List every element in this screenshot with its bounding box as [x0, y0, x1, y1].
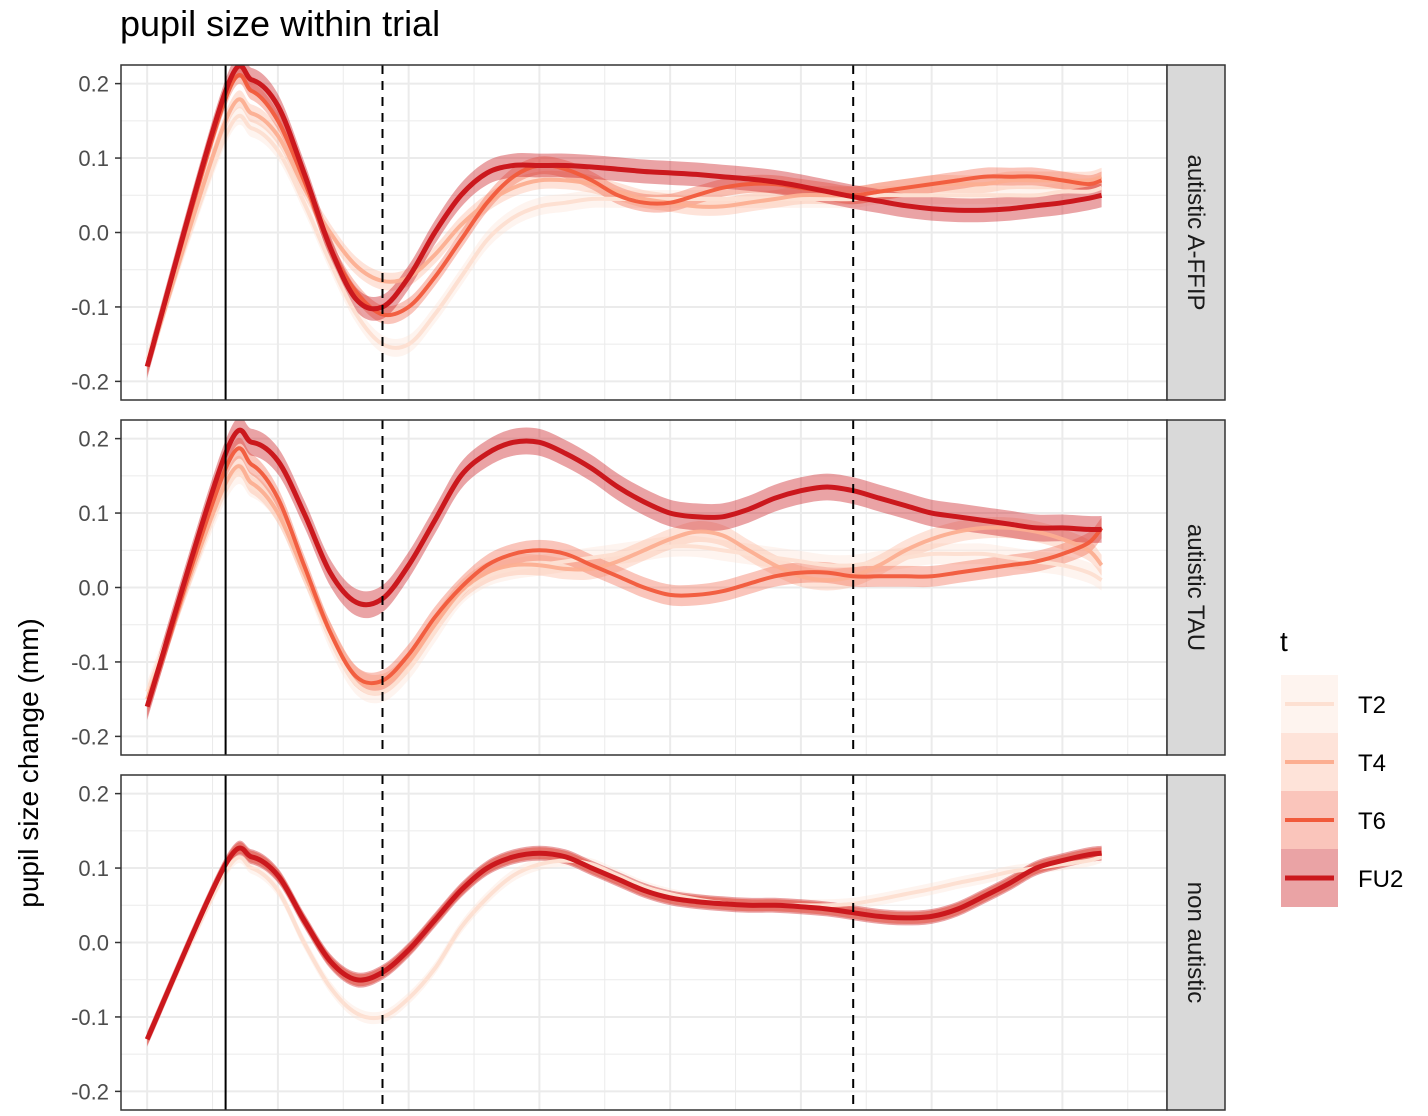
y-tick-label: -0.1	[71, 295, 109, 320]
series-group	[144, 840, 1103, 1047]
y-tick-label: 0.2	[78, 782, 109, 807]
legend-item-t2: T2	[1281, 675, 1386, 733]
series-group	[144, 65, 1103, 379]
legend: t T2 T4 T6 FU2	[1280, 626, 1403, 907]
y-tick-label: 0.2	[78, 427, 109, 452]
y-tick-label: -0.1	[71, 1005, 109, 1030]
panel-autistic-a-ffip: autistic A-FFIP -0.2 -0.1 0.0 0.1 0.2	[71, 64, 1226, 401]
legend-label: FU2	[1358, 866, 1403, 893]
series-line-fu2	[144, 427, 1102, 708]
y-tick-label: -0.2	[71, 724, 109, 749]
series-line-t2	[145, 854, 1103, 1041]
panels: autistic A-FFIP-0.2-0.10.00.10.2autistic…	[71, 64, 1226, 1111]
legend-label: T4	[1358, 750, 1386, 777]
legend-item-fu2: FU2	[1281, 849, 1403, 907]
y-tick-label: -0.1	[71, 650, 109, 675]
legend-item-t4: T4	[1281, 733, 1386, 791]
legend-label: T6	[1358, 808, 1386, 835]
facet-strip-label: autistic TAU	[1182, 524, 1209, 651]
y-tick-label: 0.2	[78, 72, 109, 97]
facet-strip	[1166, 774, 1226, 1111]
series-line-t6	[145, 446, 1104, 708]
facet-strip-label: non autistic	[1182, 882, 1209, 1003]
panel-non-autistic: non autistic -0.2 -0.1 0.0 0.1 0.2	[71, 774, 1226, 1111]
panel-autistic-tau: autistic TAU -0.2 -0.1 0.0 0.1 0.2	[71, 419, 1226, 756]
series-line-fu2	[144, 845, 1102, 1041]
facet-strip	[1166, 419, 1226, 756]
legend-title: t	[1280, 626, 1288, 657]
facet-strip	[1166, 64, 1226, 401]
series-line-t4	[145, 97, 1103, 368]
y-tick-label: -0.2	[71, 1079, 109, 1104]
ribbon-t2	[147, 850, 1102, 1046]
y-tick-label: -0.2	[71, 369, 109, 394]
y-tick-label: 0.1	[78, 146, 109, 171]
chart-title: pupil size within trial	[120, 3, 440, 44]
series-group	[144, 420, 1104, 720]
legend-label: T2	[1358, 692, 1386, 719]
y-tick-label: 0.1	[78, 856, 109, 881]
y-tick-label: 0.0	[78, 221, 109, 246]
y-axis-title: pupil size change (mm)	[13, 618, 44, 907]
series-line-fu2	[144, 65, 1103, 368]
facet-strip-label: autistic A-FFIP	[1182, 154, 1209, 310]
legend-item-t6: T6	[1281, 791, 1386, 849]
y-tick-label: 0.0	[78, 576, 109, 601]
y-tick-label: 0.1	[78, 501, 109, 526]
y-tick-label: 0.0	[78, 931, 109, 956]
ribbon-fu2	[147, 65, 1102, 379]
